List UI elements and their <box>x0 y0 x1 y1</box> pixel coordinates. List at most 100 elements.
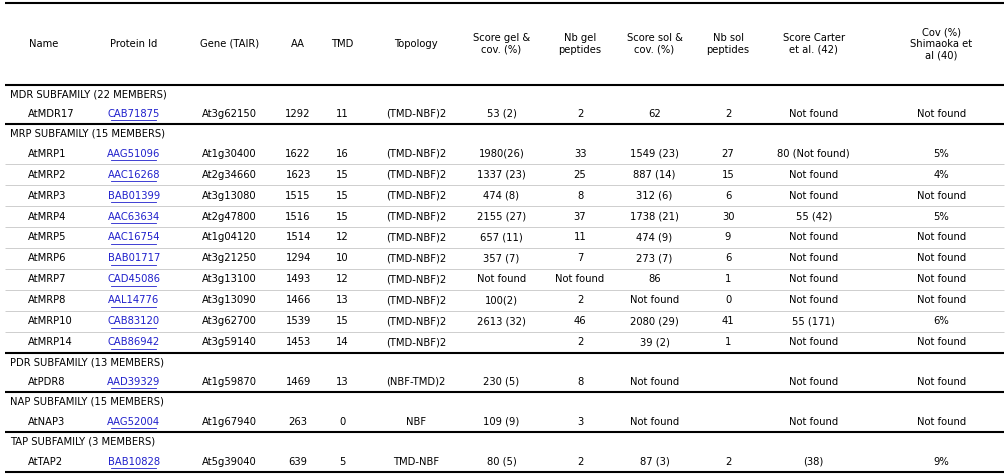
Text: Not found: Not found <box>917 254 966 264</box>
Text: At3g59140: At3g59140 <box>202 337 257 347</box>
Text: 13: 13 <box>336 377 348 387</box>
Text: AtMRP3: AtMRP3 <box>28 191 66 201</box>
Text: 2155 (27): 2155 (27) <box>477 211 526 221</box>
Text: 80 (5): 80 (5) <box>486 456 517 466</box>
Text: BAB01717: BAB01717 <box>108 254 160 264</box>
Text: 2: 2 <box>577 456 583 466</box>
Text: Not found: Not found <box>917 377 966 387</box>
Text: 1: 1 <box>725 337 731 347</box>
Text: Not found: Not found <box>789 295 838 305</box>
Text: AtMRP10: AtMRP10 <box>28 316 73 326</box>
Text: Cov (%)
Shimaoka et
al (40): Cov (%) Shimaoka et al (40) <box>910 27 973 60</box>
Text: NBF: NBF <box>406 417 426 427</box>
Text: 5: 5 <box>339 456 345 466</box>
Text: 1514: 1514 <box>285 233 311 243</box>
Text: AtPDR8: AtPDR8 <box>28 377 65 387</box>
Text: AAL14776: AAL14776 <box>109 295 159 305</box>
Text: 312 (6): 312 (6) <box>636 191 673 201</box>
Text: 39 (2): 39 (2) <box>639 337 670 347</box>
Text: 62: 62 <box>649 109 661 119</box>
Text: Not found: Not found <box>789 377 838 387</box>
Text: 41: 41 <box>722 316 734 326</box>
Text: At1g59870: At1g59870 <box>202 377 257 387</box>
Text: CAB71875: CAB71875 <box>108 109 160 119</box>
Text: (TMD-NBF)2: (TMD-NBF)2 <box>386 170 446 180</box>
Text: 15: 15 <box>336 170 348 180</box>
Text: Not found: Not found <box>917 109 966 119</box>
Text: 5%: 5% <box>933 149 950 159</box>
Text: Not found: Not found <box>789 254 838 264</box>
Text: AtMRP7: AtMRP7 <box>28 274 66 284</box>
Text: 1294: 1294 <box>285 254 311 264</box>
Text: 25: 25 <box>574 170 586 180</box>
Text: (TMD-NBF)2: (TMD-NBF)2 <box>386 316 446 326</box>
Text: 8: 8 <box>577 191 583 201</box>
Text: 657 (11): 657 (11) <box>480 233 523 243</box>
Text: 263: 263 <box>289 417 307 427</box>
Text: 1515: 1515 <box>285 191 311 201</box>
Text: Topology: Topology <box>394 39 438 49</box>
Text: Score gel &
cov. (%): Score gel & cov. (%) <box>473 33 530 55</box>
Text: (38): (38) <box>804 456 824 466</box>
Text: AAD39329: AAD39329 <box>107 377 161 387</box>
Text: Not found: Not found <box>789 417 838 427</box>
Text: Score sol &
cov. (%): Score sol & cov. (%) <box>626 33 683 55</box>
Text: Not found: Not found <box>917 191 966 201</box>
Text: 1516: 1516 <box>285 211 311 221</box>
Text: 11: 11 <box>574 233 586 243</box>
Text: CAD45086: CAD45086 <box>108 274 160 284</box>
Text: TMD-NBF: TMD-NBF <box>393 456 439 466</box>
Text: 4%: 4% <box>933 170 950 180</box>
Text: AtMRP14: AtMRP14 <box>28 337 73 347</box>
Text: AtMRP4: AtMRP4 <box>28 211 66 221</box>
Text: At1g67940: At1g67940 <box>202 417 257 427</box>
Text: 273 (7): 273 (7) <box>636 254 673 264</box>
Text: 12: 12 <box>336 274 348 284</box>
Text: Not found: Not found <box>630 295 679 305</box>
Text: 27: 27 <box>722 149 734 159</box>
Text: 6%: 6% <box>933 316 950 326</box>
Text: Not found: Not found <box>789 337 838 347</box>
Text: 639: 639 <box>289 456 307 466</box>
Text: Not found: Not found <box>789 274 838 284</box>
Text: Not found: Not found <box>789 170 838 180</box>
Text: 6: 6 <box>725 254 731 264</box>
Text: Not found: Not found <box>789 191 838 201</box>
Text: 15: 15 <box>336 211 348 221</box>
Text: 30: 30 <box>722 211 734 221</box>
Text: 1292: 1292 <box>285 109 311 119</box>
Text: 887 (14): 887 (14) <box>633 170 676 180</box>
Text: 1469: 1469 <box>285 377 311 387</box>
Text: 2: 2 <box>725 109 731 119</box>
Text: At3g62700: At3g62700 <box>202 316 257 326</box>
Text: At3g13090: At3g13090 <box>202 295 257 305</box>
Text: MDR SUBFAMILY (22 MEMBERS): MDR SUBFAMILY (22 MEMBERS) <box>10 89 167 99</box>
Text: BAB01399: BAB01399 <box>108 191 160 201</box>
Text: 1453: 1453 <box>285 337 311 347</box>
Text: 1493: 1493 <box>285 274 311 284</box>
Text: 357 (7): 357 (7) <box>483 254 520 264</box>
Text: Not found: Not found <box>789 109 838 119</box>
Text: 1: 1 <box>725 274 731 284</box>
Text: AtMDR17: AtMDR17 <box>28 109 75 119</box>
Text: AtMRP8: AtMRP8 <box>28 295 66 305</box>
Text: Name: Name <box>28 39 58 49</box>
Text: 10: 10 <box>336 254 348 264</box>
Text: AtMRP2: AtMRP2 <box>28 170 66 180</box>
Text: NAP SUBFAMILY (15 MEMBERS): NAP SUBFAMILY (15 MEMBERS) <box>10 397 164 407</box>
Text: AtTAP2: AtTAP2 <box>28 456 63 466</box>
Text: AtNAP3: AtNAP3 <box>28 417 65 427</box>
Text: AAC16754: AAC16754 <box>108 233 160 243</box>
Text: 5%: 5% <box>933 211 950 221</box>
Text: 11: 11 <box>336 109 348 119</box>
Text: 109 (9): 109 (9) <box>483 417 520 427</box>
Text: 1337 (23): 1337 (23) <box>477 170 526 180</box>
Text: 16: 16 <box>336 149 348 159</box>
Text: At2g34660: At2g34660 <box>202 170 257 180</box>
Text: 9%: 9% <box>933 456 950 466</box>
Text: 0: 0 <box>725 295 731 305</box>
Text: 80 (Not found): 80 (Not found) <box>777 149 850 159</box>
Text: AtMRP6: AtMRP6 <box>28 254 66 264</box>
Text: 87 (3): 87 (3) <box>639 456 670 466</box>
Text: 0: 0 <box>339 417 345 427</box>
